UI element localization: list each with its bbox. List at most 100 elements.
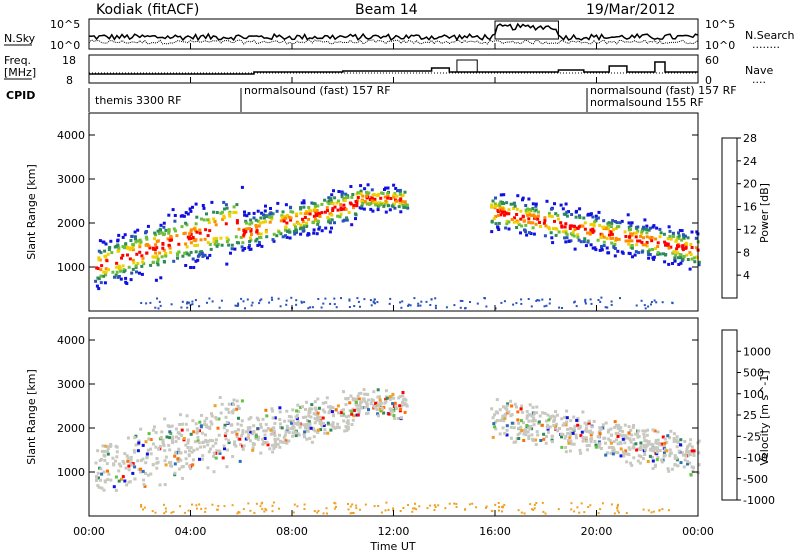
heatmap-cell <box>663 451 666 455</box>
heatmap-cell <box>309 415 313 419</box>
heatmap-cell <box>655 226 659 230</box>
station-title: Kodiak (fitACF) <box>96 2 199 18</box>
heatmap-cell <box>134 443 138 447</box>
heatmap-cell <box>673 250 677 254</box>
heatmap-cell <box>616 249 620 253</box>
heatmap-cell <box>261 417 265 421</box>
heatmap-cell <box>581 439 585 443</box>
heatmap-cell <box>285 428 289 432</box>
heatmap-cell <box>184 264 188 267</box>
heatmap-cell <box>642 225 645 229</box>
heatmap-cell <box>307 217 311 221</box>
heatmap-cell <box>580 430 584 434</box>
heatmap-cell <box>501 207 505 211</box>
heatmap-cell <box>287 215 291 219</box>
heatmap-cell <box>693 260 697 264</box>
heatmap-cell <box>376 404 380 408</box>
heatmap-cell <box>591 227 595 231</box>
heatmap-cell <box>136 262 140 265</box>
heatmap-cell <box>498 408 502 412</box>
y-tick-label: 2000 <box>57 422 85 435</box>
heatmap-cell <box>133 436 137 440</box>
colorbar-tick-label: 8 <box>743 246 750 259</box>
heatmap-cell <box>378 398 382 402</box>
heatmap-cell <box>640 230 644 234</box>
heatmap-cell <box>658 227 662 231</box>
heatmap-cell <box>605 236 609 240</box>
heatmap-cell <box>182 214 186 218</box>
heatmap-cell <box>279 219 283 223</box>
heatmap-cell <box>574 433 578 437</box>
heatmap-cell <box>560 445 564 449</box>
heatmap-cell <box>205 212 208 216</box>
heatmap-cell <box>310 440 314 444</box>
heatmap-cell <box>355 507 358 510</box>
heatmap-cell <box>103 454 107 458</box>
heatmap-cell <box>187 438 190 442</box>
heatmap-cell <box>628 447 632 451</box>
heatmap-cell <box>317 406 321 410</box>
heatmap-cell <box>313 421 317 425</box>
heatmap-cell <box>671 231 675 235</box>
heatmap-cell <box>317 227 321 231</box>
heatmap-cell <box>373 405 377 409</box>
heatmap-cell <box>136 459 140 463</box>
noise-right-tick-bottom: 10^0 <box>705 39 735 52</box>
heatmap-cell <box>241 241 245 245</box>
heatmap-cell <box>164 455 168 459</box>
heatmap-cell <box>551 414 555 418</box>
heatmap-cell <box>543 216 547 220</box>
heatmap-cell <box>214 441 218 445</box>
heatmap-cell <box>156 257 160 261</box>
heatmap-cell <box>102 270 106 274</box>
heatmap-cell <box>291 434 295 438</box>
heatmap-cell <box>281 210 285 214</box>
heatmap-cell <box>145 251 149 255</box>
heatmap-cell <box>535 300 538 302</box>
heatmap-cell <box>632 446 636 450</box>
heatmap-cell <box>677 234 681 238</box>
heatmap-cell <box>616 451 620 455</box>
heatmap-cell <box>278 507 280 510</box>
heatmap-cell <box>121 253 125 257</box>
heatmap-cell <box>648 253 652 256</box>
heatmap-cell <box>665 440 669 444</box>
heatmap-cell <box>235 203 239 207</box>
heatmap-cell <box>628 235 632 239</box>
heatmap-cell <box>558 306 561 309</box>
heatmap-cell <box>164 463 168 467</box>
velocity-colorbar-label: Velocity [m s^-1] <box>758 370 771 465</box>
heatmap-cell <box>515 207 519 211</box>
heatmap-cell <box>609 441 613 445</box>
heatmap-cell <box>236 404 240 408</box>
heatmap-cell <box>501 510 503 513</box>
heatmap-cell <box>99 251 103 255</box>
heatmap-cell <box>585 423 589 427</box>
heatmap-cell <box>530 419 534 423</box>
heatmap-cell <box>507 220 511 224</box>
heatmap-cell <box>553 415 557 419</box>
heatmap-cell <box>609 225 613 229</box>
heatmap-cell <box>326 512 328 515</box>
heatmap-cell <box>494 503 497 506</box>
heatmap-cell <box>644 307 647 310</box>
heatmap-cell <box>527 426 531 430</box>
heatmap-cell <box>119 464 123 468</box>
heatmap-cell <box>556 217 560 221</box>
heatmap-cell <box>94 461 98 465</box>
heatmap-cell <box>509 425 513 429</box>
heatmap-cell <box>518 431 522 435</box>
heatmap-cell <box>666 467 670 471</box>
heatmap-cell <box>592 419 596 423</box>
heatmap-cell <box>97 287 101 291</box>
heatmap-cell <box>522 219 526 223</box>
heatmap-cell <box>362 207 366 211</box>
heatmap-cell <box>347 503 349 505</box>
heatmap-cell <box>207 450 211 454</box>
heatmap-cell <box>170 424 174 428</box>
heatmap-cell <box>697 263 701 267</box>
heatmap-cell <box>501 426 505 430</box>
heatmap-cell <box>283 216 287 220</box>
heatmap-cell <box>625 512 628 514</box>
heatmap-cell <box>555 413 559 417</box>
